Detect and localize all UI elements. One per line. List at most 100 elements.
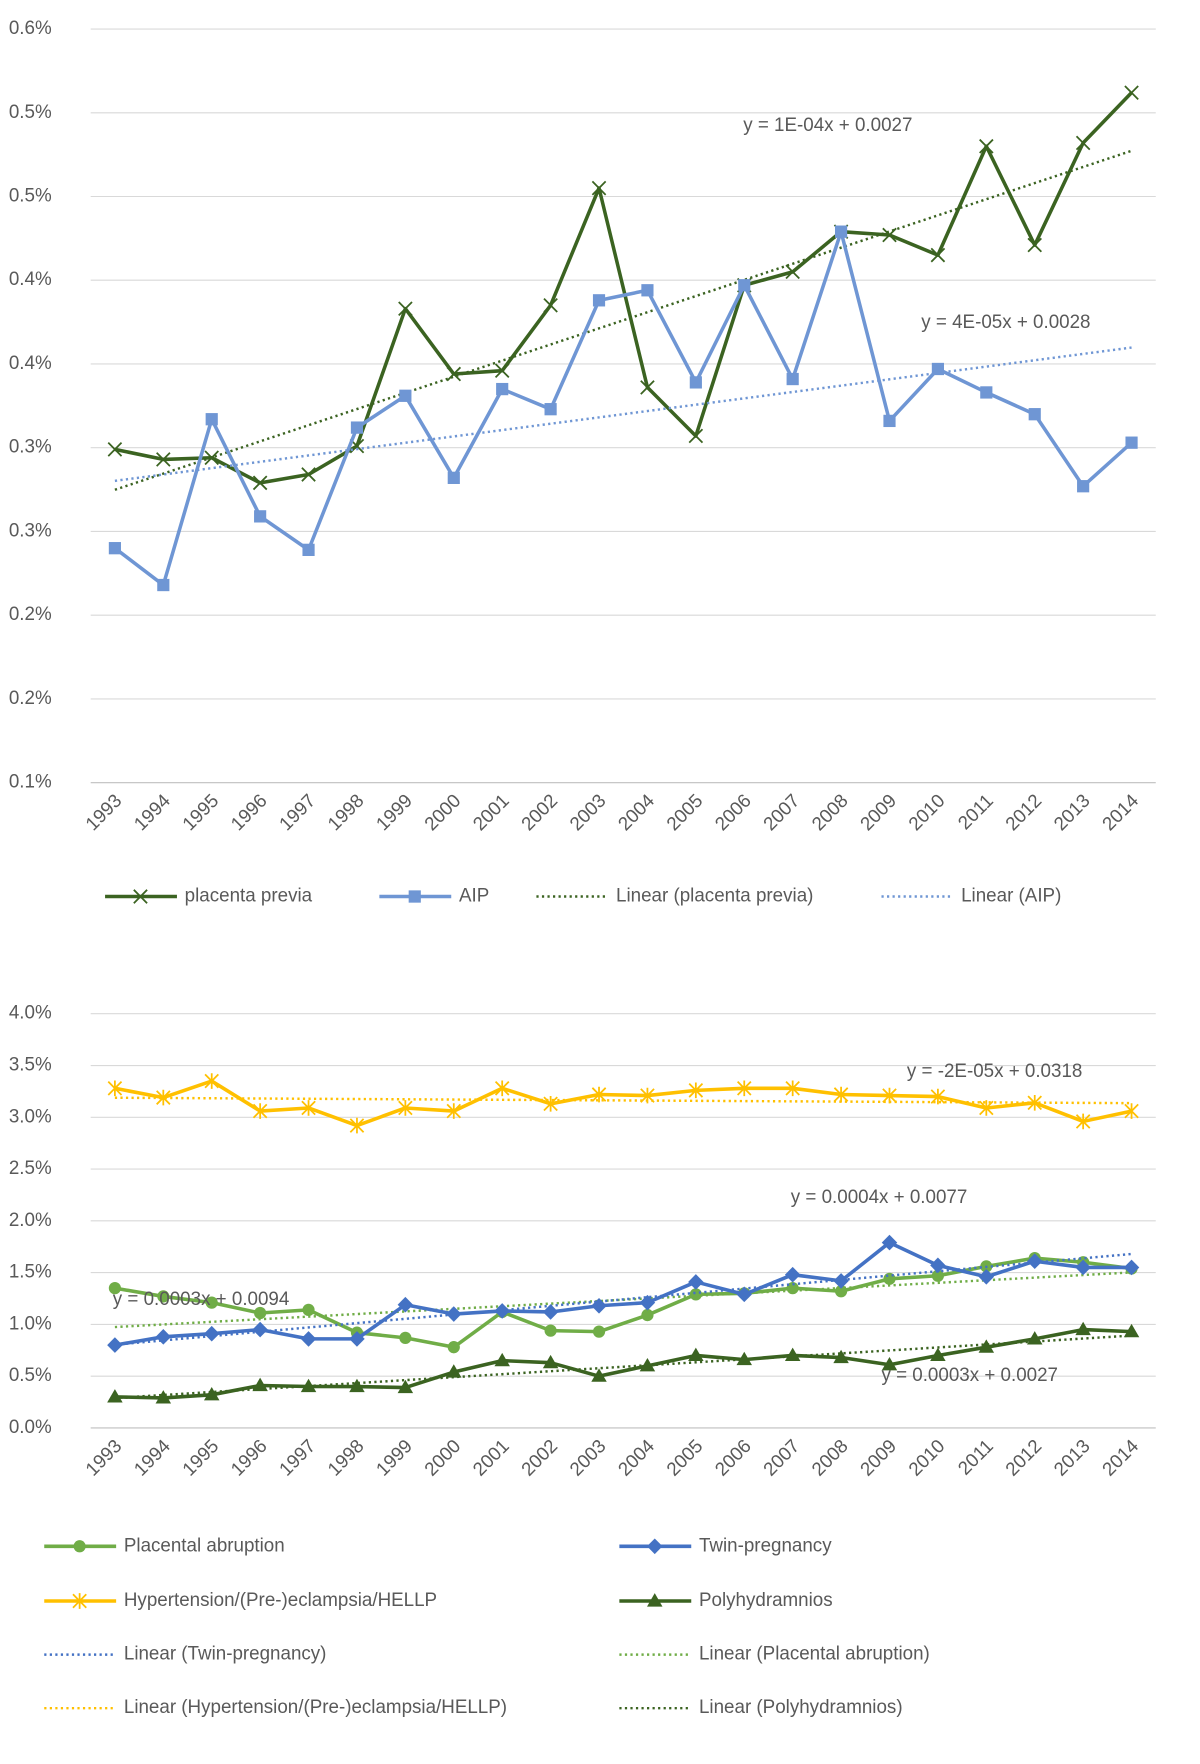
- y-tick-label: 1.0%: [9, 1313, 52, 1334]
- marker: [882, 227, 897, 243]
- marker: [834, 225, 848, 238]
- marker: [301, 1100, 316, 1116]
- marker: [736, 1351, 752, 1366]
- marker: [931, 362, 944, 376]
- marker: [408, 890, 421, 903]
- marker: [883, 1272, 896, 1285]
- x-tick-label: 2001: [469, 790, 513, 835]
- y-tick-label: 0.2%: [9, 688, 52, 709]
- marker: [494, 1352, 510, 1367]
- x-tick-label: 1996: [227, 1436, 271, 1481]
- y-tick-label: 3.5%: [9, 1054, 52, 1075]
- x-tick-label: 2012: [1002, 1436, 1046, 1481]
- marker: [494, 363, 510, 378]
- y-tick-label: 4.0%: [9, 1003, 52, 1024]
- x-tick-label: 2006: [711, 1436, 755, 1481]
- x-tick-label: 2006: [711, 790, 755, 835]
- y-tick-label: 0.6%: [9, 18, 52, 39]
- x-tick-label: 2013: [1050, 790, 1094, 835]
- legend-label: placenta previa: [185, 885, 313, 906]
- marker: [157, 1290, 170, 1303]
- marker: [157, 578, 170, 592]
- marker: [447, 1341, 460, 1354]
- marker: [73, 1540, 86, 1553]
- y-tick-label: 0.4%: [9, 269, 52, 290]
- marker: [640, 380, 655, 395]
- marker: [542, 1304, 559, 1320]
- x-tick-label: 2008: [808, 790, 852, 835]
- marker: [641, 1308, 654, 1322]
- marker: [784, 1347, 801, 1362]
- legend-label: Linear (Placental abruption): [699, 1644, 930, 1665]
- marker: [496, 382, 509, 396]
- x-tick-label: 2002: [518, 790, 562, 835]
- series-line: [114, 91, 1133, 485]
- marker: [688, 1082, 704, 1099]
- marker: [688, 428, 704, 444]
- marker: [591, 1297, 607, 1314]
- marker: [833, 1086, 849, 1103]
- x-tick-label: 1999: [372, 1436, 416, 1481]
- marker: [979, 138, 994, 154]
- marker: [1123, 1259, 1140, 1276]
- legend-label: Linear (Twin-pregnancy): [124, 1644, 327, 1665]
- marker: [397, 1296, 414, 1313]
- marker: [107, 1389, 123, 1403]
- marker: [1124, 1103, 1139, 1119]
- y-tick-label: 0.5%: [9, 102, 52, 123]
- marker: [302, 1303, 315, 1317]
- marker: [1077, 480, 1090, 493]
- marker: [1075, 1321, 1091, 1336]
- marker: [639, 1294, 656, 1311]
- y-tick-label: 0.3%: [9, 520, 52, 541]
- marker: [1027, 237, 1042, 253]
- legend-label: AIP: [459, 885, 489, 906]
- x-tick-label: 2008: [808, 1436, 852, 1481]
- marker: [204, 450, 219, 466]
- marker: [834, 1285, 848, 1298]
- legend-label: Polyhydramnios: [699, 1590, 833, 1611]
- legend-label: Linear (placenta previa): [616, 885, 813, 906]
- marker: [833, 1273, 849, 1289]
- marker: [738, 279, 751, 292]
- marker: [1026, 1331, 1043, 1345]
- x-tick-label: 2013: [1050, 1436, 1094, 1481]
- marker: [786, 372, 799, 386]
- marker: [155, 1329, 172, 1345]
- marker: [156, 1089, 171, 1106]
- marker: [833, 1349, 849, 1364]
- marker: [301, 467, 316, 482]
- marker: [494, 1303, 510, 1319]
- trendline: [114, 346, 1132, 483]
- marker: [542, 1354, 559, 1369]
- marker: [204, 1073, 219, 1089]
- marker: [203, 1386, 220, 1401]
- marker: [156, 452, 171, 467]
- marker: [641, 284, 654, 297]
- y-tick-label: 0.2%: [9, 604, 52, 625]
- x-tick-label: 2009: [857, 1436, 901, 1481]
- marker: [543, 298, 558, 313]
- marker: [1075, 1113, 1091, 1130]
- x-tick-label: 2010: [905, 790, 949, 835]
- marker: [688, 1274, 704, 1290]
- marker: [252, 1377, 268, 1392]
- marker: [252, 475, 268, 491]
- legend-label: Placental abruption: [124, 1535, 285, 1556]
- marker: [107, 1337, 123, 1353]
- marker: [544, 1324, 557, 1337]
- marker: [591, 180, 607, 196]
- marker: [1075, 135, 1091, 151]
- legend-label: Hypertension/(Pre-)eclampsia/HELLP: [124, 1590, 437, 1611]
- trendline-equation: y = 0.0004x + 0.0077: [791, 1187, 968, 1208]
- legend-label: Linear (Polyhydramnios): [699, 1697, 903, 1718]
- marker: [399, 389, 412, 402]
- marker: [883, 414, 896, 428]
- y-tick-label: 2.0%: [9, 1210, 52, 1231]
- marker: [592, 294, 606, 307]
- series-line: [114, 1079, 1132, 1128]
- marker: [399, 1331, 412, 1344]
- marker: [252, 1103, 268, 1119]
- marker: [494, 1080, 510, 1097]
